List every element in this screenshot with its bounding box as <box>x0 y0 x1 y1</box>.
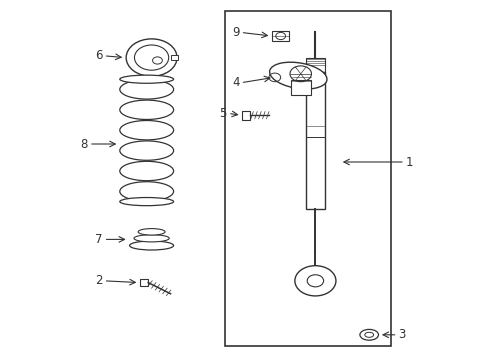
Ellipse shape <box>120 161 173 181</box>
Text: 4: 4 <box>232 76 239 89</box>
Circle shape <box>294 266 335 296</box>
Ellipse shape <box>120 121 173 140</box>
Circle shape <box>126 39 177 76</box>
Ellipse shape <box>120 100 173 120</box>
Ellipse shape <box>120 141 173 160</box>
Text: 3: 3 <box>398 328 405 341</box>
Text: 5: 5 <box>219 107 226 120</box>
Bar <box>242 111 249 120</box>
Ellipse shape <box>138 229 164 235</box>
Bar <box>140 279 148 286</box>
Text: 1: 1 <box>405 156 412 168</box>
Ellipse shape <box>120 198 173 206</box>
Ellipse shape <box>134 235 169 242</box>
Bar <box>271 31 289 41</box>
Bar <box>290 80 311 95</box>
Ellipse shape <box>129 241 173 250</box>
Ellipse shape <box>269 62 326 89</box>
Text: 8: 8 <box>81 138 88 150</box>
Ellipse shape <box>359 329 378 340</box>
Ellipse shape <box>120 182 173 201</box>
Text: 6: 6 <box>95 49 102 62</box>
Bar <box>305 58 325 72</box>
Bar <box>171 55 178 60</box>
Text: 2: 2 <box>95 274 102 287</box>
Ellipse shape <box>120 80 173 99</box>
Ellipse shape <box>120 75 173 83</box>
Text: 9: 9 <box>232 26 239 39</box>
Bar <box>224 11 390 346</box>
Bar <box>305 72 324 209</box>
Text: 7: 7 <box>95 233 102 246</box>
